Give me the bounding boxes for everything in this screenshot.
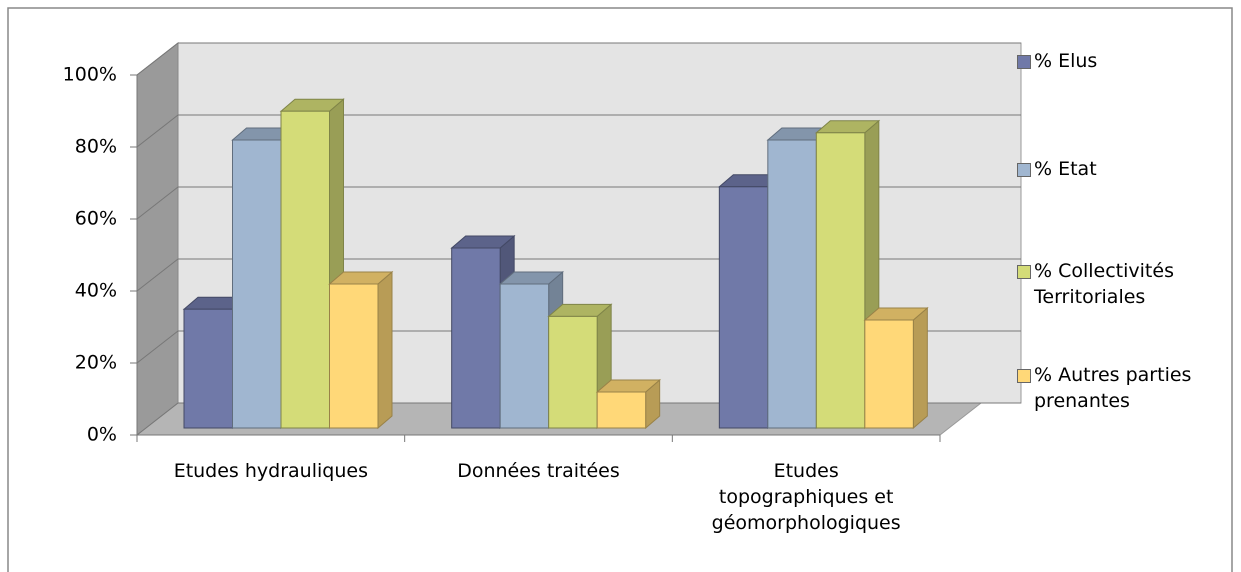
- bar-front: [183, 308, 233, 429]
- bar-front: [864, 319, 914, 429]
- bar-side: [377, 270, 393, 430]
- bar-front: [451, 247, 501, 429]
- legend-label: % Collectivités Territoriales: [1034, 260, 1174, 308]
- grid-line-side: [136, 330, 179, 364]
- y-tick-label: 40%: [75, 280, 117, 302]
- bar-front: [548, 315, 598, 429]
- y-tick-label: 60%: [75, 208, 117, 230]
- y-tick-label: 80%: [75, 136, 117, 158]
- x-tick-label: Etudes hydrauliques: [173, 460, 368, 482]
- x-tick-label: Données traitées: [457, 460, 620, 482]
- bar-front: [329, 283, 379, 429]
- legend-swatch: [1017, 163, 1031, 177]
- bar-front: [499, 283, 550, 429]
- chart-border: [7, 7, 1233, 572]
- grid-line-side: [136, 114, 179, 148]
- bar-front: [815, 132, 866, 429]
- bar-front: [718, 186, 769, 429]
- grid-line-side: [136, 42, 179, 76]
- legend-swatch: [1017, 369, 1031, 383]
- y-tick-label: 20%: [75, 352, 117, 374]
- grid-line-side: [136, 258, 179, 292]
- legend-label: % Autres parties prenantes: [1034, 364, 1192, 412]
- bar: [863, 306, 929, 430]
- y-tick-label: 0%: [87, 424, 117, 446]
- bar-front: [232, 139, 282, 429]
- side-wall: [136, 41, 179, 437]
- x-tick-label: Etudes topographiques et géomorphologiqu…: [711, 460, 901, 534]
- grid-line-side: [136, 186, 179, 220]
- bar: [328, 270, 394, 430]
- bar-front: [596, 391, 647, 429]
- bar-side: [912, 306, 928, 430]
- y-tick-label: 100%: [63, 64, 117, 86]
- bar-front: [280, 110, 330, 429]
- bar: [595, 378, 662, 430]
- grid-line-side: [136, 402, 179, 436]
- legend-label: % Etat: [1034, 158, 1097, 180]
- legend-swatch: [1017, 55, 1031, 69]
- bar-front: [767, 139, 817, 429]
- legend-swatch: [1017, 265, 1031, 279]
- legend-label: % Elus: [1034, 50, 1098, 72]
